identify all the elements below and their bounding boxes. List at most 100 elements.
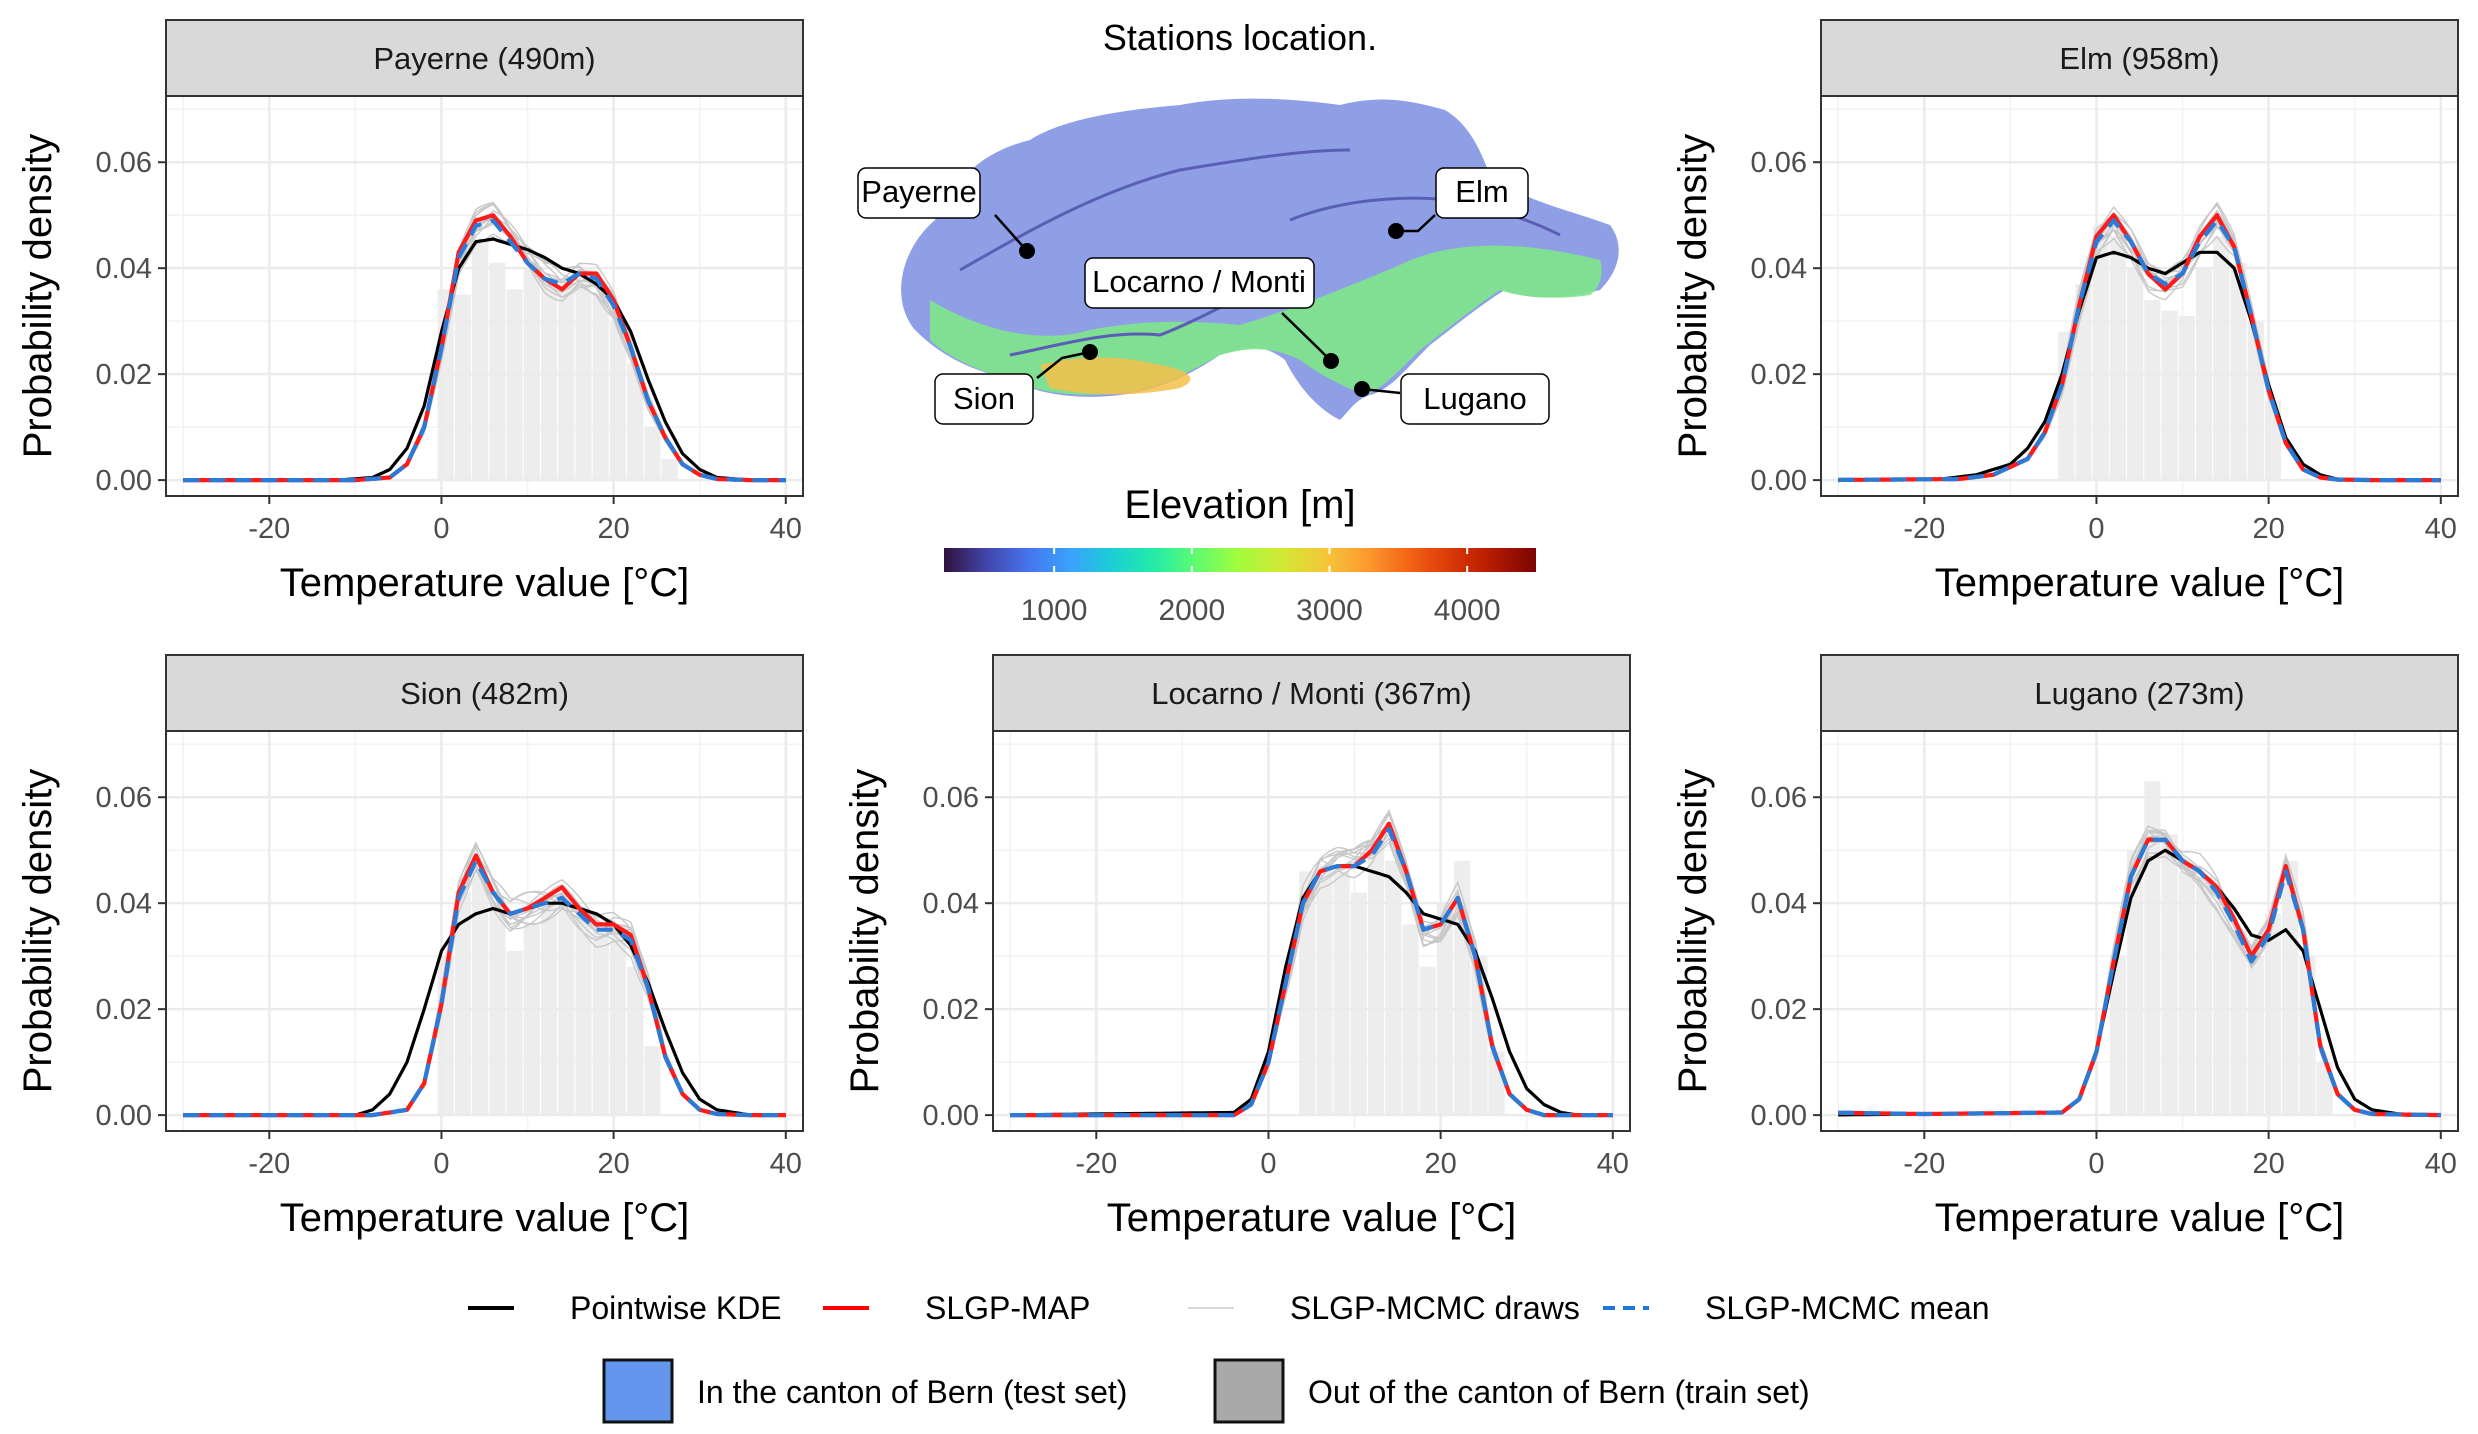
histogram-bar bbox=[2109, 956, 2127, 1116]
y-tick-label: 0.06 bbox=[96, 782, 152, 814]
map-label-sion: Sion bbox=[953, 381, 1015, 416]
histogram-bar bbox=[454, 892, 472, 1116]
x-axis-title: Temperature value [°C] bbox=[280, 1196, 690, 1240]
panel-border bbox=[165, 730, 804, 1132]
river-aare bbox=[959, 148, 1351, 272]
facet-strip-label: Sion (482m) bbox=[400, 676, 569, 711]
slgp-mcmc-mean-line bbox=[183, 218, 786, 483]
high-alps-shade bbox=[1040, 357, 1191, 395]
y-tick-label: 0.06 bbox=[923, 782, 979, 814]
station-locarno: Locarno / Monti bbox=[1084, 257, 1339, 369]
y-tick-label: 0.02 bbox=[96, 994, 152, 1026]
histogram-bar bbox=[558, 284, 575, 481]
histogram-bar bbox=[1299, 871, 1316, 1116]
histogram-bar bbox=[627, 363, 644, 481]
x-tick-label: 0 bbox=[433, 1148, 449, 1180]
histogram-bar bbox=[506, 289, 523, 481]
panel-border bbox=[1820, 95, 2459, 497]
y-axis-title: Probability density bbox=[16, 134, 60, 459]
facet-strip bbox=[165, 654, 804, 732]
facet-strip bbox=[992, 654, 1631, 732]
panel: Sion (482m) -20 0 20 40 0.00 0.02 0.04 0.06 Tempe… bbox=[16, 654, 804, 1240]
y-tick-label: 0.00 bbox=[96, 465, 152, 497]
histogram-bar bbox=[489, 262, 506, 481]
y-tick-label: 0.04 bbox=[96, 888, 152, 920]
histogram-bar bbox=[1367, 839, 1385, 1116]
x-tick-label: 20 bbox=[2252, 513, 2284, 545]
colorbar-tick-label: 2000 bbox=[1158, 594, 1225, 627]
y-tick-label: 0.06 bbox=[1751, 782, 1807, 814]
legend-label: SLGP-MCMC mean bbox=[1705, 1290, 1990, 1326]
histogram-bar bbox=[2144, 781, 2161, 1116]
y-tick-label: 0.04 bbox=[96, 253, 152, 285]
facet-panels: Payerne (490m) -20 0 20 40 0.00 0.02 0.04 0.06 Te… bbox=[16, 19, 2459, 1240]
x-tick-label: 0 bbox=[2088, 513, 2104, 545]
y-tick-label: 0.04 bbox=[923, 888, 979, 920]
y-tick-label: 0.00 bbox=[1751, 465, 1807, 497]
x-tick-label: 0 bbox=[433, 513, 449, 545]
legend-key-fill bbox=[1213, 1358, 1285, 1424]
panel-border bbox=[165, 95, 804, 497]
histogram-bar bbox=[2109, 236, 2127, 481]
y-axis-title: Probability density bbox=[1671, 134, 1715, 459]
x-tick-label: -20 bbox=[248, 513, 290, 545]
y-tick-label: 0.02 bbox=[96, 359, 152, 391]
slgp-mcmc-mean-line bbox=[1010, 826, 1613, 1118]
x-tick-label: 40 bbox=[2425, 513, 2457, 545]
y-tick-label: 0.06 bbox=[96, 147, 152, 179]
histogram-bar bbox=[2264, 913, 2282, 1116]
y-tick-label: 0.00 bbox=[96, 1100, 152, 1132]
facet-strip bbox=[1820, 654, 2459, 732]
histogram-bar bbox=[1350, 892, 1367, 1116]
station-point bbox=[1388, 223, 1404, 239]
histogram-bar bbox=[2127, 850, 2144, 1116]
histogram-bar bbox=[1419, 966, 1436, 1116]
histogram-bar bbox=[2178, 315, 2195, 481]
histogram-bar bbox=[558, 892, 575, 1116]
histogram-bar bbox=[2195, 876, 2213, 1116]
facet-strip-label: Elm (958m) bbox=[2059, 41, 2219, 76]
histogram-bar bbox=[2213, 903, 2230, 1116]
station-point bbox=[1323, 353, 1339, 369]
histogram-bar bbox=[540, 903, 558, 1116]
map-label-payerne: Payerne bbox=[861, 174, 976, 209]
histogram-bar bbox=[2178, 871, 2195, 1116]
y-axis-title: Probability density bbox=[1671, 769, 1715, 1094]
histogram-bar bbox=[2213, 236, 2230, 481]
histogram-bar bbox=[2144, 299, 2161, 481]
x-tick-label: -20 bbox=[1903, 1148, 1945, 1180]
facet-strip-label: Lugano (273m) bbox=[2034, 676, 2244, 711]
histogram-bar bbox=[2161, 834, 2178, 1116]
histogram-bar bbox=[1436, 903, 1454, 1116]
x-tick-label: 40 bbox=[1597, 1148, 1629, 1180]
histogram-bar bbox=[540, 278, 558, 481]
histogram-bar bbox=[489, 903, 506, 1116]
legend-label: Out of the canton of Bern (train set) bbox=[1308, 1374, 1810, 1410]
slgp-mcmc-mean-line bbox=[1838, 837, 2441, 1118]
histogram-bar bbox=[661, 458, 678, 481]
histogram-bar bbox=[2092, 225, 2109, 481]
legend-label: SLGP-MAP bbox=[925, 1290, 1090, 1326]
legend: Pointwise KDE SLGP-MAP SLGP-MCMC draws SLGP… bbox=[468, 1290, 1990, 1424]
map-label-elm: Elm bbox=[1455, 174, 1508, 209]
histogram-bar bbox=[523, 924, 540, 1116]
map-label-lugano: Lugano bbox=[1423, 381, 1526, 416]
slgp-mcmc-mean-line bbox=[183, 858, 786, 1118]
histogram-bar bbox=[2161, 310, 2178, 481]
histogram-bar bbox=[472, 241, 489, 481]
y-axis-title: Probability density bbox=[16, 769, 60, 1094]
x-axis-title: Temperature value [°C] bbox=[1935, 561, 2345, 605]
x-axis-title: Temperature value [°C] bbox=[280, 561, 690, 605]
station-point bbox=[1354, 381, 1370, 397]
station-point bbox=[1082, 344, 1098, 360]
panel: Lugano (273m) -20 0 20 40 0.00 0.02 0.04 0.06 Tem… bbox=[1671, 654, 2459, 1240]
colorbar-tick-label: 1000 bbox=[1021, 594, 1088, 627]
y-tick-label: 0.02 bbox=[1751, 359, 1807, 391]
facet-strip bbox=[165, 19, 804, 97]
x-axis-title: Temperature value [°C] bbox=[1107, 1196, 1517, 1240]
y-tick-label: 0.02 bbox=[1751, 994, 1807, 1026]
station-lugano: Lugano bbox=[1354, 373, 1550, 425]
x-tick-label: 20 bbox=[2252, 1148, 2284, 1180]
x-tick-label: 0 bbox=[2088, 1148, 2104, 1180]
